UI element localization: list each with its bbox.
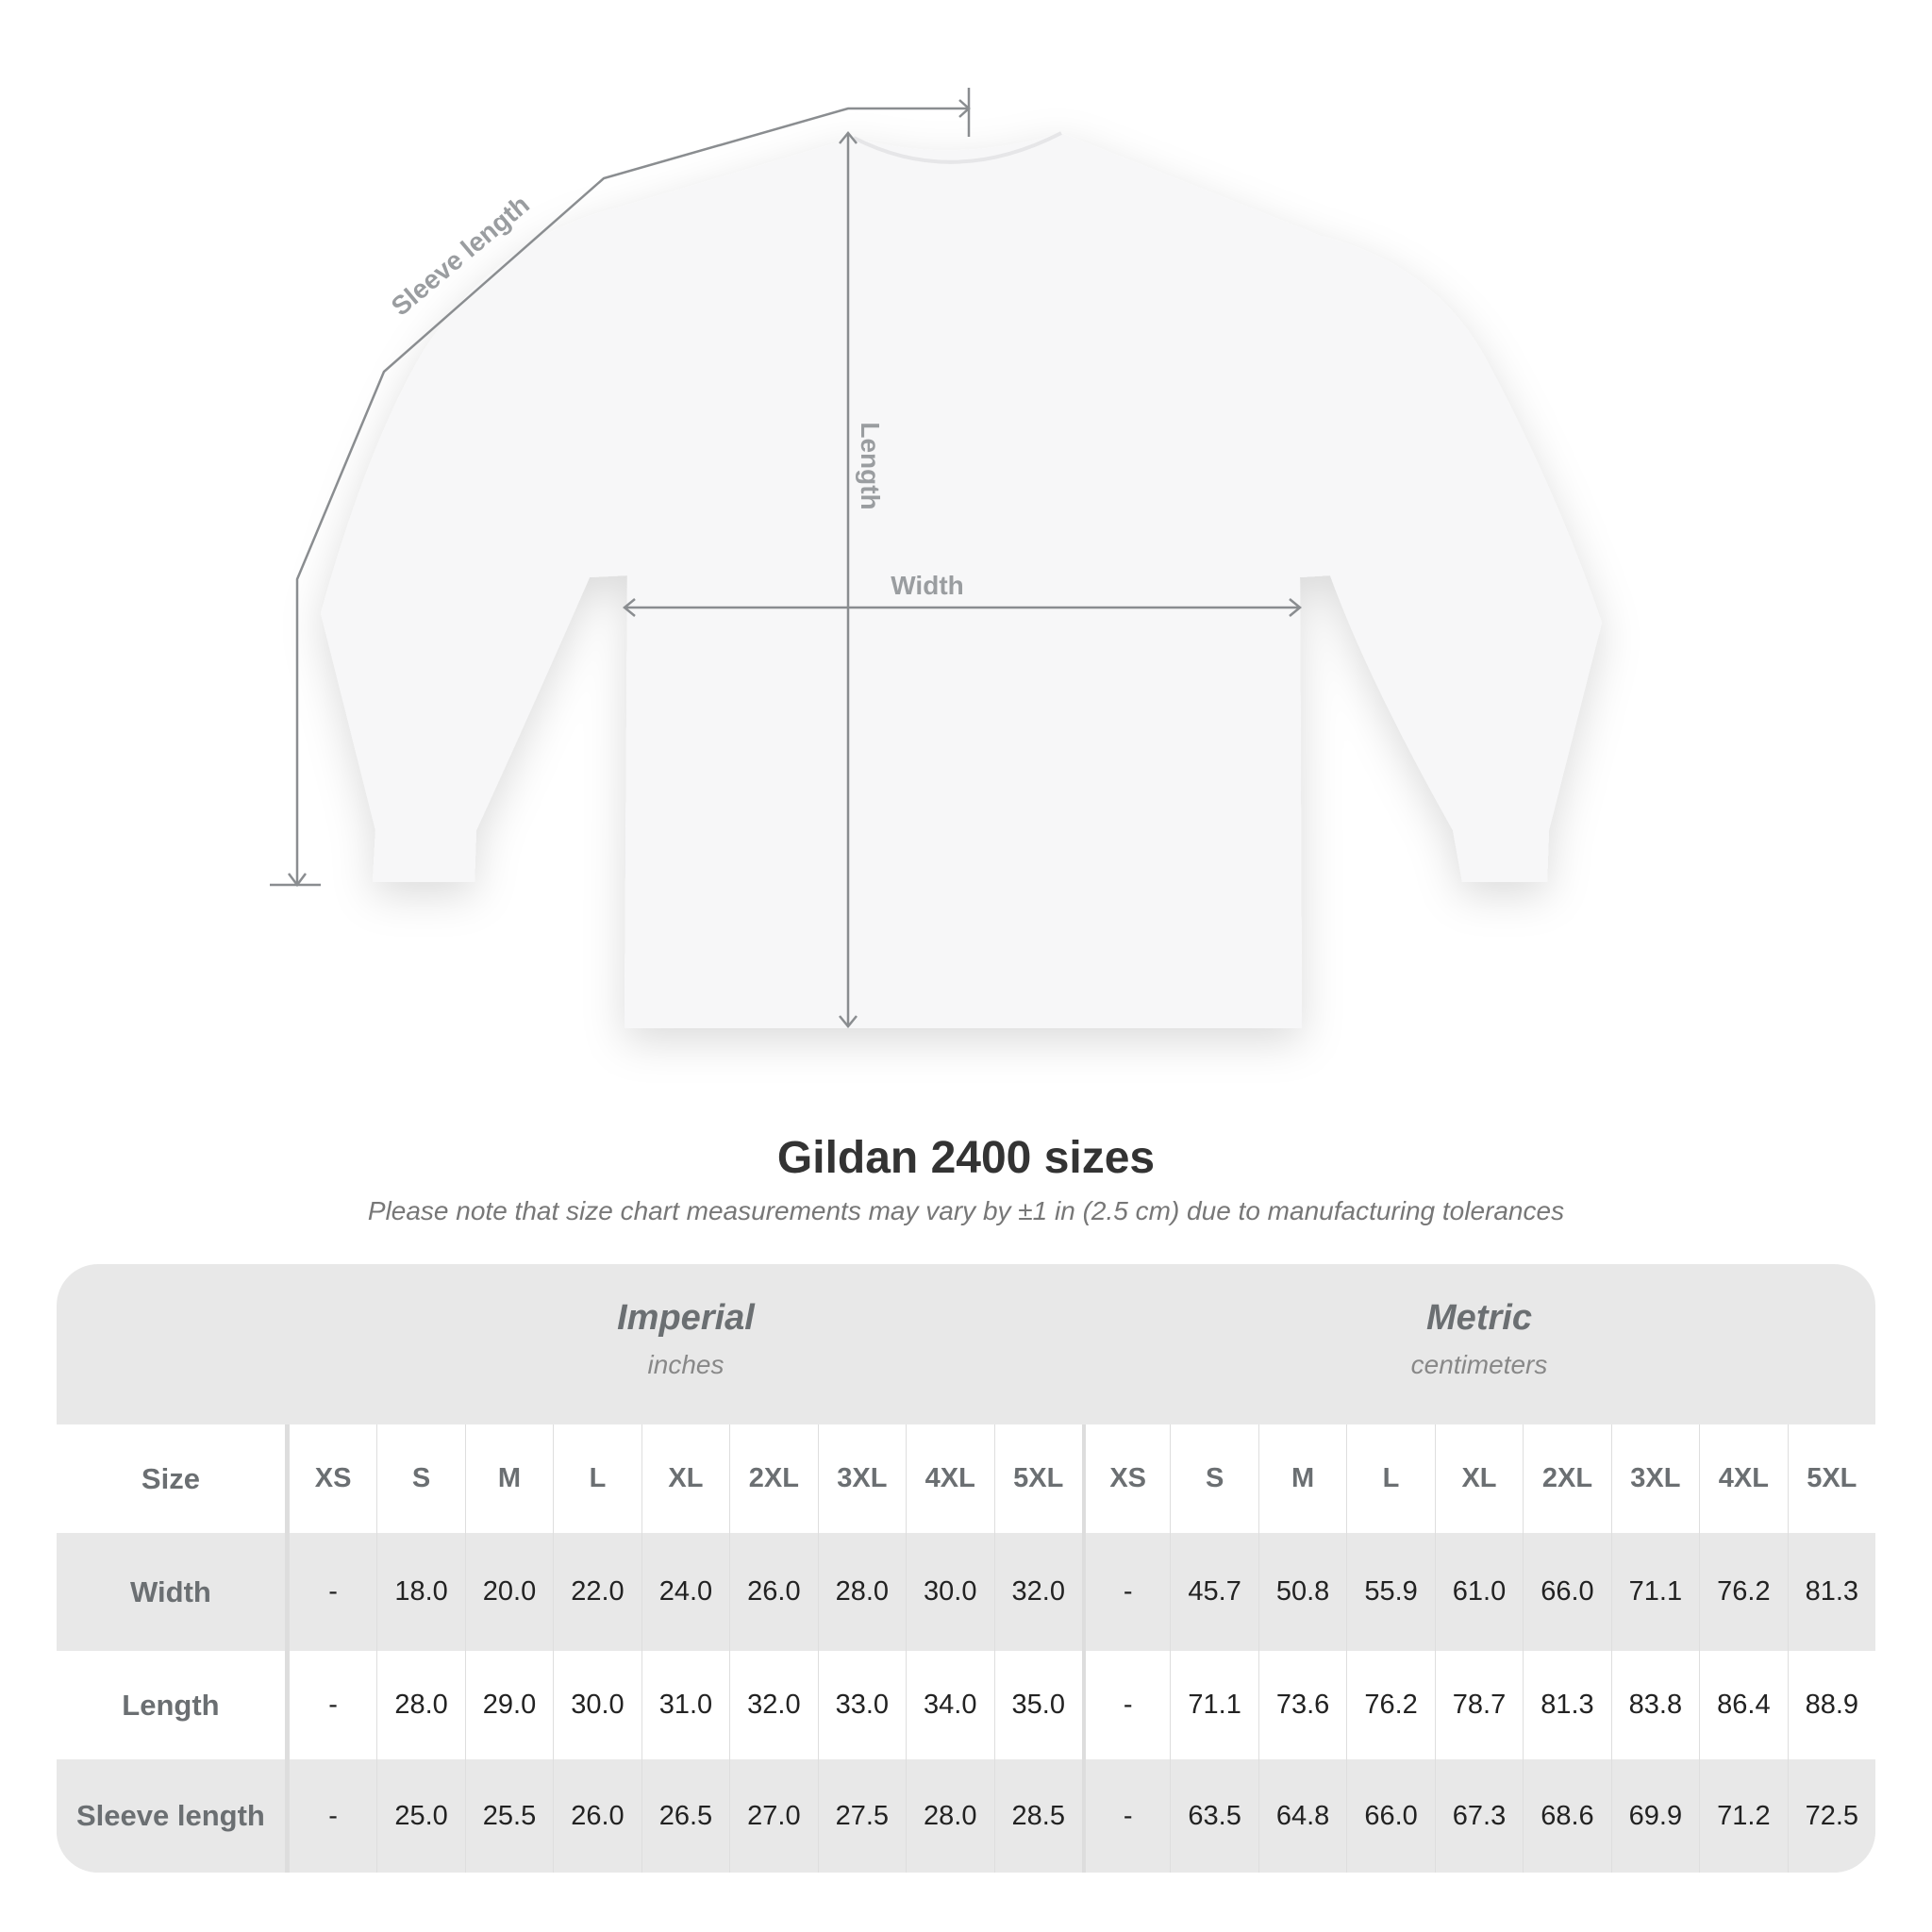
value-cell: -	[1081, 1533, 1170, 1651]
value-cell: 30.0	[906, 1533, 993, 1651]
size-header-row: Size XS S M L XL 2XL 3XL 4XL 5XL XS S M L XL 2XL 3XL 4XL 5…	[57, 1424, 1875, 1533]
imperial-label: Imperial	[617, 1298, 755, 1338]
value-cell: 33.0	[817, 1651, 906, 1759]
size-5xl-imperial: 5XL	[993, 1424, 1082, 1533]
tolerance-note: Please note that size chart measurements…	[367, 1196, 1565, 1225]
size-xs-imperial: XS	[288, 1424, 376, 1533]
metric-unit: centimeters	[1410, 1350, 1548, 1379]
value-cell: -	[288, 1533, 376, 1651]
size-m-imperial: M	[464, 1424, 553, 1533]
value-cell: 61.0	[1434, 1533, 1523, 1651]
page-title: Gildan 2400 sizes	[776, 1133, 1156, 1183]
value-cell: 27.0	[729, 1759, 817, 1873]
value-cell: 63.5	[1170, 1759, 1257, 1873]
value-cell: 71.1	[1170, 1651, 1257, 1759]
value-cell: -	[1081, 1759, 1170, 1873]
length-label: Length	[856, 422, 885, 509]
imperial-unit: inches	[647, 1350, 724, 1379]
value-cell: 86.4	[1699, 1651, 1787, 1759]
value-cell: 68.6	[1523, 1759, 1610, 1873]
size-4xl-metric: 4XL	[1699, 1424, 1787, 1533]
value-cell: 64.8	[1257, 1759, 1346, 1873]
value-cell: 71.1	[1610, 1533, 1699, 1651]
value-cell: 26.0	[553, 1759, 641, 1873]
value-cell: 25.0	[376, 1759, 464, 1873]
size-s-imperial: S	[376, 1424, 464, 1533]
row-label: Width	[57, 1533, 289, 1651]
value-cell: 76.2	[1699, 1533, 1787, 1651]
value-cell: 50.8	[1257, 1533, 1346, 1651]
value-cell: 81.3	[1787, 1533, 1875, 1651]
value-cell: -	[1081, 1651, 1170, 1759]
value-cell: 29.0	[464, 1651, 553, 1759]
metric-header: Metric centimeters	[1083, 1264, 1875, 1424]
value-cell: 26.0	[729, 1533, 817, 1651]
size-xl-metric: XL	[1434, 1424, 1523, 1533]
size-xs-metric: XS	[1081, 1424, 1170, 1533]
value-cell: 81.3	[1523, 1651, 1610, 1759]
value-cell: 32.0	[993, 1533, 1082, 1651]
size-l-imperial: L	[553, 1424, 641, 1533]
value-cell: 72.5	[1787, 1759, 1875, 1873]
value-cell: 28.0	[817, 1533, 906, 1651]
value-cell: 28.5	[993, 1759, 1082, 1873]
value-cell: 35.0	[993, 1651, 1082, 1759]
row-label: Sleeve length	[57, 1759, 289, 1873]
value-cell: 30.0	[553, 1651, 641, 1759]
size-l-metric: L	[1346, 1424, 1434, 1533]
value-cell: 66.0	[1346, 1759, 1434, 1873]
size-label: Size	[57, 1424, 289, 1533]
value-cell: 76.2	[1346, 1651, 1434, 1759]
metric-label: Metric	[1426, 1298, 1532, 1338]
value-cell: 66.0	[1523, 1533, 1610, 1651]
value-cell: 78.7	[1434, 1651, 1523, 1759]
table-row: Sleeve length -25.0 25.5 26.0 26.5 27.0 27.5 28…	[57, 1759, 1875, 1873]
size-3xl-imperial: 3XL	[817, 1424, 906, 1533]
value-cell: 25.5	[464, 1759, 553, 1873]
size-4xl-imperial: 4XL	[906, 1424, 993, 1533]
table-row: Width -18.0 20.0 22.0 24.0 26.0 28.0 30.0 32.0-4…	[57, 1533, 1875, 1651]
value-cell: 24.0	[641, 1533, 729, 1651]
imperial-header: Imperial inches	[289, 1264, 1083, 1424]
value-cell: 34.0	[906, 1651, 993, 1759]
value-cell: 73.6	[1257, 1651, 1346, 1759]
value-cell: 26.5	[641, 1759, 729, 1873]
value-cell: 31.0	[641, 1651, 729, 1759]
shirt-diagram: Sleeve length Length Width	[270, 88, 1602, 1028]
long-sleeve-shirt	[321, 133, 1602, 1028]
size-2xl-imperial: 2XL	[729, 1424, 817, 1533]
size-s-metric: S	[1170, 1424, 1257, 1533]
size-chart-table: Imperial inches Metric centimeters Size X…	[57, 1264, 1875, 1873]
value-cell: 18.0	[376, 1533, 464, 1651]
value-cell: 28.0	[376, 1651, 464, 1759]
size-xl-imperial: XL	[641, 1424, 729, 1533]
value-cell: 20.0	[464, 1533, 553, 1651]
size-3xl-metric: 3XL	[1610, 1424, 1699, 1533]
width-label: Width	[891, 571, 964, 600]
value-cell: -	[288, 1651, 376, 1759]
size-m-metric: M	[1257, 1424, 1346, 1533]
row-label: Length	[57, 1651, 289, 1759]
value-cell: 27.5	[817, 1759, 906, 1873]
value-cell: 71.2	[1699, 1759, 1787, 1873]
value-cell: 55.9	[1346, 1533, 1434, 1651]
value-cell: 69.9	[1610, 1759, 1699, 1873]
value-cell: 45.7	[1170, 1533, 1257, 1651]
size-5xl-metric: 5XL	[1787, 1424, 1875, 1533]
value-cell: 22.0	[553, 1533, 641, 1651]
value-cell: 28.0	[906, 1759, 993, 1873]
value-cell: 32.0	[729, 1651, 817, 1759]
value-cell: 83.8	[1610, 1651, 1699, 1759]
value-cell: -	[288, 1759, 376, 1873]
table-row: Length -28.0 29.0 30.0 31.0 32.0 33.0 34.0 35.0-…	[57, 1651, 1875, 1759]
size-2xl-metric: 2XL	[1523, 1424, 1610, 1533]
value-cell: 67.3	[1434, 1759, 1523, 1873]
value-cell: 88.9	[1787, 1651, 1875, 1759]
sleeve-length-line	[295, 107, 969, 885]
